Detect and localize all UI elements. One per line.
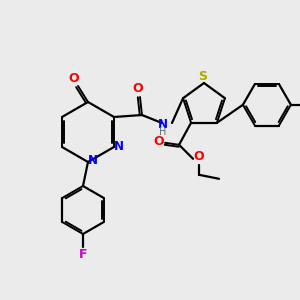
- Text: O: O: [154, 135, 164, 148]
- Text: S: S: [199, 70, 208, 83]
- Text: O: O: [69, 71, 79, 85]
- Text: O: O: [194, 150, 204, 163]
- Text: N: N: [114, 140, 124, 152]
- Text: H: H: [159, 127, 167, 137]
- Text: N: N: [158, 118, 168, 130]
- Text: N: N: [88, 154, 98, 167]
- Text: O: O: [133, 82, 143, 95]
- Text: F: F: [79, 248, 87, 260]
